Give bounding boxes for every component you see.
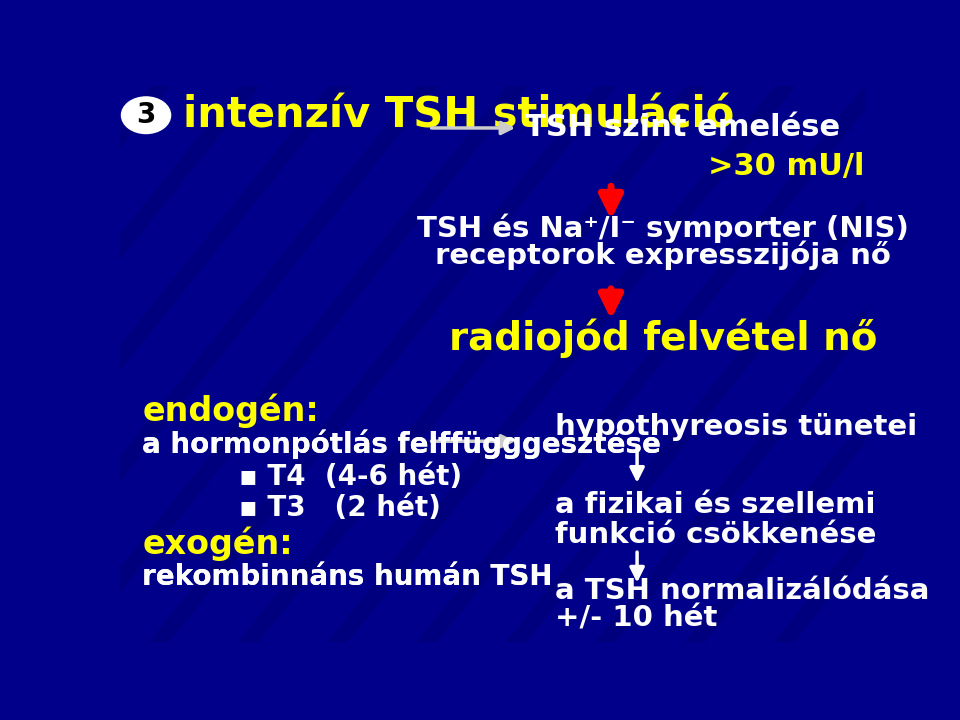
Text: ▪ T4  (4-6 hét): ▪ T4 (4-6 hét) xyxy=(239,463,462,491)
Text: intenzív TSH stimuláció: intenzív TSH stimuláció xyxy=(183,94,734,136)
Text: a hormonpótlás felffügggesztése: a hormonpótlás felffügggesztése xyxy=(142,429,661,459)
Text: receptorok expresszijója nő: receptorok expresszijója nő xyxy=(435,240,891,270)
Text: rekombinnáns humán TSH: rekombinnáns humán TSH xyxy=(142,563,553,591)
Text: TSH és Na⁺/I⁻ symporter (NIS): TSH és Na⁺/I⁻ symporter (NIS) xyxy=(418,213,909,243)
Text: +/- 10 hét: +/- 10 hét xyxy=(555,605,718,633)
Text: exogén:: exogén: xyxy=(142,526,293,561)
Text: ▪ T3   (2 hét): ▪ T3 (2 hét) xyxy=(239,494,441,522)
Text: TSH szint emelése: TSH szint emelése xyxy=(525,114,841,143)
Text: a TSH normalizálódása: a TSH normalizálódása xyxy=(555,577,929,605)
Text: a hormonpótlás felffügggesztése: a hormonpótlás felffügggesztése xyxy=(142,429,661,459)
Text: 3: 3 xyxy=(136,102,156,129)
Text: a fizikai és szellemi: a fizikai és szellemi xyxy=(555,491,876,519)
Text: >30 mU/l: >30 mU/l xyxy=(708,153,864,181)
Text: radiojód felvétel nő: radiojód felvétel nő xyxy=(449,319,877,359)
Circle shape xyxy=(122,97,171,133)
Text: rekombinnáns humán TSH: rekombinnáns humán TSH xyxy=(142,563,553,591)
Text: hypothyreosis tünetei: hypothyreosis tünetei xyxy=(555,413,918,441)
Text: endogén:: endogén: xyxy=(142,393,319,428)
Text: funkció csökkenése: funkció csökkenése xyxy=(555,521,876,549)
